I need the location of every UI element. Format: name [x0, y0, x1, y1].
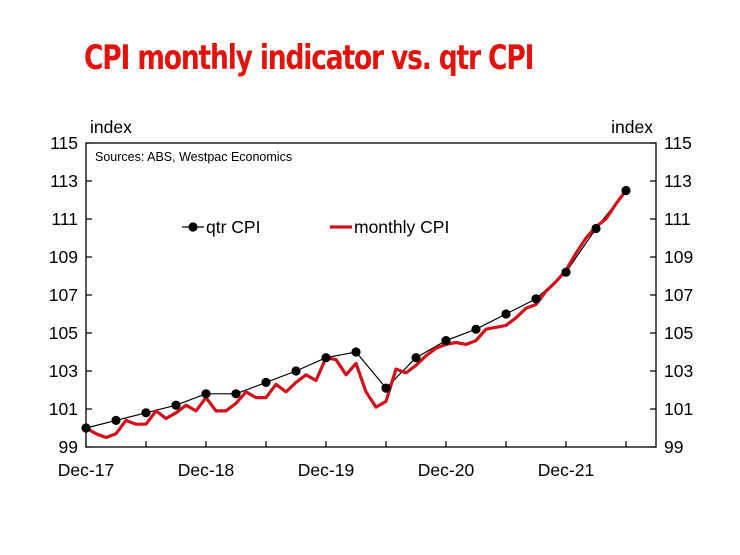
qtr-cpi-point: [621, 185, 631, 196]
x-tick-label: Dec-21: [538, 460, 594, 480]
chart-title: CPI monthly indicator vs. qtr CPI: [84, 38, 534, 78]
y-tick-label-right: 103: [664, 361, 693, 381]
qtr-cpi-point: [591, 223, 601, 234]
y-axis-label-right: index: [611, 117, 653, 137]
y-tick-label-left: 115: [50, 133, 78, 153]
y-axis-label-left: index: [90, 117, 132, 137]
x-tick-label: Dec-17: [58, 460, 114, 480]
qtr-cpi-point: [291, 366, 301, 376]
y-tick-label-right: 99: [664, 437, 683, 457]
qtr-cpi-point: [201, 389, 211, 399]
y-tick-label-left: 103: [49, 361, 78, 381]
axes-layer: 99 99 101 101 103 103 105 105 107 107 109 109 111 111…: [49, 133, 693, 480]
legend-monthly-label: monthly CPI: [354, 217, 449, 237]
qtr-cpi-point: [141, 408, 151, 418]
x-tick-label: Dec-18: [178, 460, 234, 480]
y-tick-label-right: 105: [664, 323, 693, 343]
source-note: Sources: ABS, Westpac Economics: [95, 150, 292, 164]
qtr-cpi-point: [231, 389, 241, 399]
legend-qtr-swatch-marker: [188, 222, 198, 232]
y-tick-label-right: 111: [664, 209, 691, 229]
qtr-cpi-point: [441, 336, 451, 346]
qtr-cpi-point: [381, 383, 391, 393]
qtr-cpi-point: [81, 423, 91, 433]
y-tick-label-left: 107: [49, 285, 78, 305]
y-tick-label-left: 99: [59, 437, 78, 457]
qtr-cpi-point: [171, 400, 181, 410]
y-tick-label-left: 109: [49, 247, 78, 267]
qtr-cpi-point: [411, 353, 421, 363]
y-tick-label-left: 111: [51, 209, 78, 229]
y-tick-label-right: 109: [664, 247, 693, 267]
x-tick-label: Dec-19: [298, 460, 354, 480]
y-tick-label-left: 101: [49, 399, 78, 419]
monthly-cpi-line: [85, 189, 628, 440]
legend-qtr-label: qtr CPI: [206, 217, 260, 237]
qtr-cpi-point: [561, 267, 571, 277]
y-tick-label-right: 113: [664, 171, 692, 191]
qtr-cpi-point: [351, 347, 361, 357]
qtr-cpi-point: [261, 377, 271, 387]
x-tick-label: Dec-20: [418, 460, 475, 480]
qtr-cpi-point: [111, 415, 121, 425]
y-tick-label-right: 115: [664, 133, 692, 153]
y-tick-label-right: 107: [664, 285, 693, 305]
y-tick-label-left: 113: [50, 171, 78, 191]
qtr-cpi-point: [321, 353, 331, 363]
series-layer: [81, 185, 631, 440]
qtr-cpi-point: [501, 309, 511, 319]
qtr-cpi-point: [531, 294, 541, 304]
qtr-cpi-point: [471, 324, 481, 334]
legend: qtr CPI monthly CPI: [182, 217, 449, 237]
y-tick-label-left: 105: [49, 323, 78, 343]
y-tick-label-right: 101: [664, 399, 693, 419]
